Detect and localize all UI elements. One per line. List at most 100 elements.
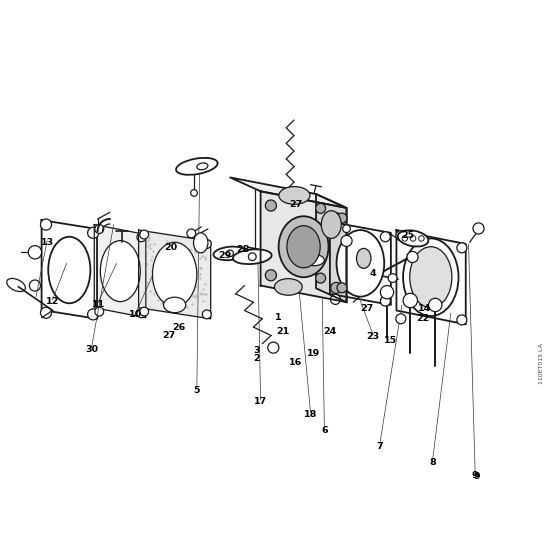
Circle shape xyxy=(191,190,197,196)
Polygon shape xyxy=(230,178,347,208)
Circle shape xyxy=(265,200,277,211)
Text: 6: 6 xyxy=(321,426,328,435)
Text: 1: 1 xyxy=(275,313,282,322)
Circle shape xyxy=(95,225,104,234)
Polygon shape xyxy=(41,220,97,319)
Circle shape xyxy=(407,251,418,263)
Text: 8: 8 xyxy=(429,459,436,468)
Text: 5: 5 xyxy=(194,386,200,395)
Text: 7: 7 xyxy=(376,442,383,451)
Circle shape xyxy=(202,310,211,319)
Polygon shape xyxy=(139,230,211,319)
Text: 25: 25 xyxy=(401,231,414,240)
Ellipse shape xyxy=(357,249,371,268)
Text: 24: 24 xyxy=(323,326,337,335)
Polygon shape xyxy=(316,194,347,302)
Circle shape xyxy=(29,246,41,259)
Text: 10: 10 xyxy=(129,310,142,319)
Ellipse shape xyxy=(279,186,310,204)
Ellipse shape xyxy=(197,163,208,170)
Text: 27: 27 xyxy=(162,331,176,340)
Text: 15: 15 xyxy=(384,337,398,346)
Text: 14: 14 xyxy=(418,304,431,314)
Circle shape xyxy=(40,219,52,230)
Text: 29: 29 xyxy=(218,250,231,259)
Text: 26: 26 xyxy=(172,323,185,332)
Text: 18: 18 xyxy=(304,410,317,419)
Circle shape xyxy=(380,232,390,242)
Circle shape xyxy=(457,243,467,253)
Ellipse shape xyxy=(398,230,428,246)
Text: 17: 17 xyxy=(254,398,267,407)
Text: 11: 11 xyxy=(91,300,105,309)
Circle shape xyxy=(87,227,99,239)
Circle shape xyxy=(95,307,104,316)
Ellipse shape xyxy=(194,233,208,253)
Circle shape xyxy=(40,307,52,318)
Ellipse shape xyxy=(279,216,329,277)
Polygon shape xyxy=(396,230,466,324)
Ellipse shape xyxy=(321,211,341,239)
Text: 12: 12 xyxy=(46,297,59,306)
Circle shape xyxy=(380,296,390,306)
Ellipse shape xyxy=(213,246,247,260)
Text: 28: 28 xyxy=(236,245,250,254)
Polygon shape xyxy=(94,225,146,318)
Circle shape xyxy=(265,270,277,281)
Circle shape xyxy=(343,225,351,232)
Circle shape xyxy=(137,233,146,242)
Text: 27: 27 xyxy=(289,200,302,209)
Circle shape xyxy=(227,250,234,256)
Text: 2: 2 xyxy=(253,354,259,363)
Ellipse shape xyxy=(304,255,324,265)
Text: 110ET015 LA: 110ET015 LA xyxy=(539,343,544,384)
Circle shape xyxy=(140,230,148,239)
Circle shape xyxy=(428,298,442,311)
Ellipse shape xyxy=(100,241,141,302)
Circle shape xyxy=(316,273,325,283)
Ellipse shape xyxy=(403,239,459,316)
Circle shape xyxy=(268,342,279,353)
Ellipse shape xyxy=(274,279,302,295)
Text: 19: 19 xyxy=(307,349,320,358)
Ellipse shape xyxy=(48,237,90,304)
Ellipse shape xyxy=(176,158,218,175)
Circle shape xyxy=(87,309,99,320)
Ellipse shape xyxy=(337,230,384,297)
Circle shape xyxy=(337,213,347,223)
Circle shape xyxy=(202,240,211,249)
Circle shape xyxy=(316,203,325,213)
Polygon shape xyxy=(330,222,391,305)
Text: 30: 30 xyxy=(85,345,98,354)
Text: 13: 13 xyxy=(40,238,54,247)
Circle shape xyxy=(298,255,309,267)
Text: 16: 16 xyxy=(289,357,302,367)
Circle shape xyxy=(396,231,406,241)
Circle shape xyxy=(29,280,40,291)
Text: 20: 20 xyxy=(164,244,178,253)
Circle shape xyxy=(330,282,342,293)
Circle shape xyxy=(419,236,424,241)
Text: 22: 22 xyxy=(416,314,429,323)
Circle shape xyxy=(410,236,416,241)
Text: 4: 4 xyxy=(370,269,376,278)
Text: 9: 9 xyxy=(472,470,478,480)
Circle shape xyxy=(330,222,340,232)
Circle shape xyxy=(457,315,467,325)
Circle shape xyxy=(402,236,408,241)
Ellipse shape xyxy=(164,297,186,312)
Text: 3: 3 xyxy=(253,347,259,356)
Circle shape xyxy=(388,274,397,282)
Circle shape xyxy=(396,314,406,324)
Circle shape xyxy=(473,223,484,234)
Circle shape xyxy=(337,283,347,293)
Ellipse shape xyxy=(7,278,25,292)
Text: 23: 23 xyxy=(367,332,380,341)
Circle shape xyxy=(380,286,394,299)
Circle shape xyxy=(330,295,340,305)
Circle shape xyxy=(330,213,342,224)
Ellipse shape xyxy=(287,226,320,268)
Circle shape xyxy=(249,253,256,260)
Ellipse shape xyxy=(233,249,272,264)
Text: 27: 27 xyxy=(361,304,374,314)
